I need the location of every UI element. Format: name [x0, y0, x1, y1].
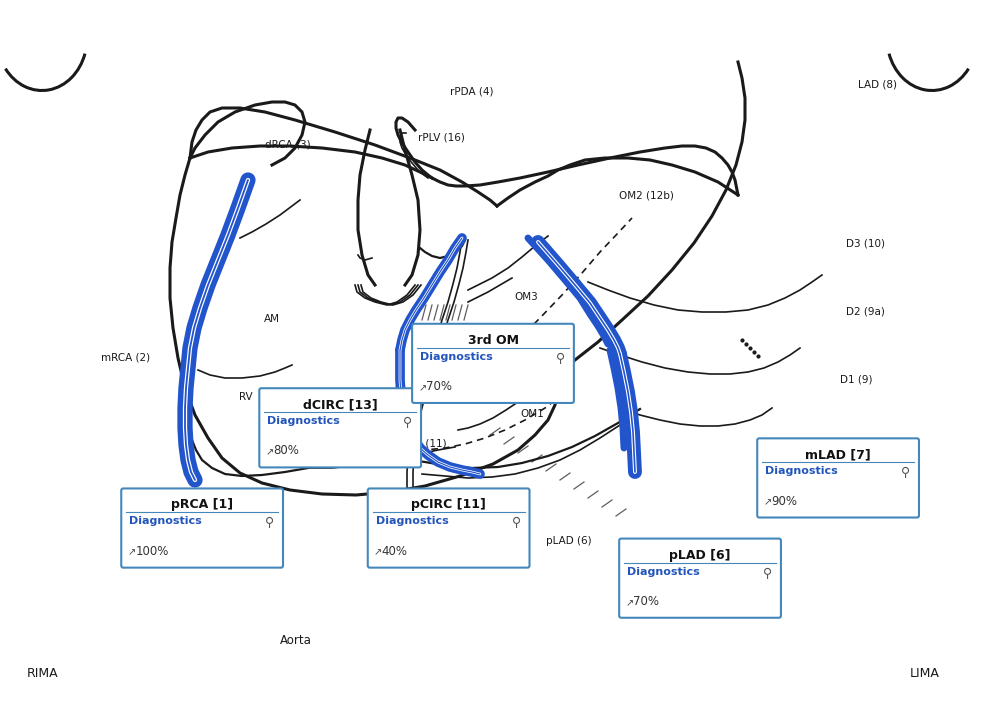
- FancyBboxPatch shape: [412, 324, 574, 403]
- Text: LIMA: LIMA: [910, 667, 940, 679]
- Text: ↗: ↗: [265, 448, 273, 458]
- Text: ⚲: ⚲: [763, 566, 772, 579]
- Text: Diagnostics: Diagnostics: [627, 566, 700, 576]
- Text: 3rd OM: 3rd OM: [467, 334, 519, 347]
- Text: pCx (11): pCx (11): [401, 439, 447, 449]
- Text: 90%: 90%: [771, 495, 798, 508]
- FancyBboxPatch shape: [259, 388, 421, 468]
- Text: LMS (5): LMS (5): [434, 539, 473, 549]
- Text: OM2 (12b): OM2 (12b): [619, 190, 674, 200]
- Text: ⚲: ⚲: [265, 516, 274, 529]
- Text: pRCA [1]: pRCA [1]: [171, 498, 234, 511]
- Text: Diagnostics: Diagnostics: [765, 466, 838, 476]
- FancyBboxPatch shape: [619, 538, 781, 618]
- Text: 80%: 80%: [273, 445, 299, 458]
- Text: rPDA (4): rPDA (4): [450, 87, 493, 97]
- Text: LAD (8): LAD (8): [858, 79, 897, 90]
- FancyBboxPatch shape: [368, 488, 529, 568]
- Text: Conus: Conus: [294, 446, 326, 456]
- Text: Diagnostics: Diagnostics: [376, 516, 449, 526]
- Text: OM3: OM3: [515, 292, 538, 302]
- Text: ⚲: ⚲: [512, 516, 521, 529]
- Text: rPLV (16): rPLV (16): [418, 132, 465, 142]
- Text: dCIRC [13]: dCIRC [13]: [303, 398, 378, 411]
- Text: D1 (9): D1 (9): [840, 374, 873, 384]
- Text: ↗: ↗: [127, 548, 135, 558]
- Text: RIMA: RIMA: [27, 667, 58, 679]
- Text: ↗: ↗: [418, 383, 426, 393]
- FancyBboxPatch shape: [121, 488, 283, 568]
- Text: Aorta: Aorta: [280, 634, 312, 647]
- Text: pCIRC [11]: pCIRC [11]: [411, 498, 486, 511]
- Text: ⚲: ⚲: [403, 416, 412, 429]
- Text: 100%: 100%: [135, 545, 169, 558]
- Text: RV: RV: [239, 392, 252, 402]
- Text: 70%: 70%: [426, 380, 453, 393]
- Text: ⚲: ⚲: [556, 352, 565, 364]
- FancyBboxPatch shape: [757, 438, 919, 518]
- Text: ↗: ↗: [374, 548, 382, 558]
- Text: 40%: 40%: [382, 545, 408, 558]
- Text: AM: AM: [264, 314, 280, 324]
- Text: dRCA (3): dRCA (3): [265, 140, 311, 150]
- Text: D3 (10): D3 (10): [846, 238, 885, 248]
- Text: pLAD [6]: pLAD [6]: [669, 548, 731, 561]
- Text: ↗: ↗: [625, 598, 633, 608]
- Text: Diagnostics: Diagnostics: [129, 516, 202, 526]
- Text: pLAD (6): pLAD (6): [546, 536, 592, 546]
- Text: D2 (9a): D2 (9a): [846, 306, 884, 316]
- Text: OM1: OM1: [521, 409, 544, 419]
- Text: Diagnostics: Diagnostics: [267, 416, 340, 426]
- Text: mRCA (2): mRCA (2): [101, 353, 150, 363]
- Text: Diagnostics: Diagnostics: [420, 352, 493, 362]
- Text: mLAD [7]: mLAD [7]: [806, 448, 871, 461]
- Text: 70%: 70%: [633, 595, 660, 608]
- Text: ⚲: ⚲: [901, 466, 910, 479]
- Text: ↗: ↗: [763, 498, 771, 508]
- Text: (13): (13): [361, 401, 383, 411]
